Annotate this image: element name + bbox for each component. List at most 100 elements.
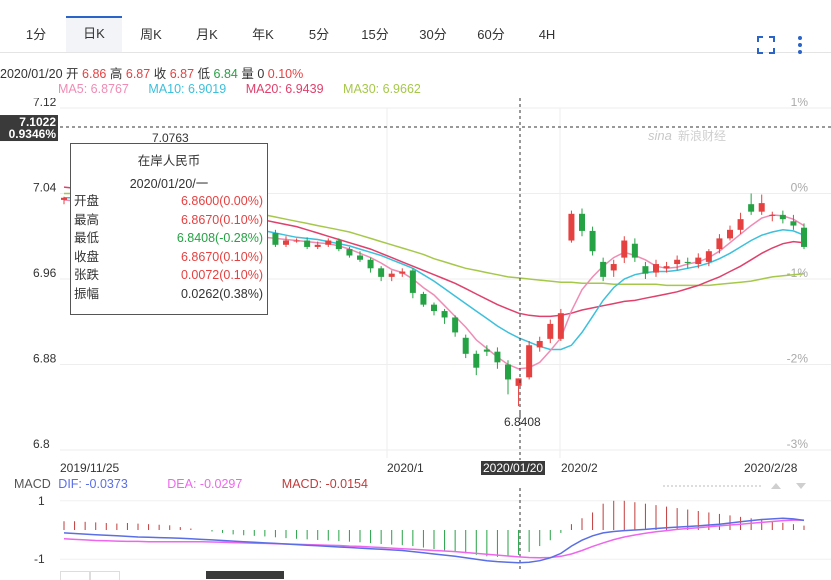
dea-line: [63, 519, 804, 559]
macd-legend: MACD DIF: -0.0373 DEA: -0.0297 MACD: -0.…: [14, 477, 368, 491]
tooltip-row-value: 6.8670(0.10%): [180, 212, 263, 227]
tab-daily-k[interactable]: 日K: [66, 16, 122, 52]
y-tick-label: 7.12: [33, 98, 57, 109]
ma20-legend: MA20: 6.9439: [245, 82, 324, 96]
tooltip-row-label: 振幅: [74, 286, 100, 301]
candle-body: [642, 266, 649, 274]
tab-yearly-k[interactable]: 年K: [252, 27, 274, 42]
tooltip-row-label: 最高: [74, 212, 100, 227]
volume-value: 0: [257, 67, 265, 81]
ohlc-info-line: 2020/01/20 开 6.86 高 6.87 收 6.87 低 6.84 量…: [0, 63, 303, 82]
candle-body: [325, 240, 332, 245]
candle-body: [314, 244, 321, 247]
high-value: 6.87: [125, 67, 151, 81]
candle-body: [568, 213, 575, 241]
bottom-range-bar[interactable]: [0, 571, 831, 580]
range-button[interactable]: [90, 571, 120, 580]
low-label: 低: [197, 67, 211, 81]
candle-body: [769, 214, 776, 216]
dif-value: DIF: -0.0373: [58, 477, 128, 491]
candle-body: [589, 230, 596, 252]
more-vertical-icon[interactable]: [795, 34, 805, 61]
candle-body: [399, 271, 406, 274]
macd-value: MACD: -0.0154: [281, 477, 368, 491]
tooltip-row-value: 6.8408(-0.28%): [176, 231, 263, 246]
x-label-cursor-date: 2020/01/20: [481, 461, 546, 475]
crosshair-price-label-bg: [0, 115, 58, 142]
macd-chart[interactable]: 1 -1: [0, 488, 831, 572]
max-price-label: 7.0763: [152, 131, 189, 145]
period-tab-bar: 1分 日K 周K 月K 年K 5分 15分 30分 60分 4H: [0, 14, 831, 54]
candle-body: [357, 255, 363, 260]
tab-4h[interactable]: 4H: [538, 27, 556, 42]
min-price-label: 6.8408: [504, 415, 541, 429]
y-tick-label-percent: 1%: [791, 98, 809, 109]
y-tick-label-percent: -1%: [787, 266, 809, 280]
y-tick-label: 6.96: [33, 266, 57, 280]
y-tick-label: 7.04: [33, 181, 57, 195]
candle-body: [621, 240, 628, 258]
macd-title: MACD: [14, 477, 51, 491]
range-slider-handle[interactable]: [206, 571, 284, 579]
volume-label: 量: [241, 67, 254, 81]
tooltip-row-label: 张跌: [74, 268, 100, 283]
info-date: 2020/01/20: [0, 67, 63, 81]
scroll-up-icon[interactable]: [771, 483, 781, 489]
low-value: 6.84: [213, 67, 238, 81]
tab-60min[interactable]: 60分: [477, 27, 505, 42]
close-label: 收: [153, 67, 167, 81]
close-value: 6.87: [169, 67, 195, 81]
watermark-text: 新浪财经: [678, 128, 726, 143]
candle-body: [779, 214, 786, 220]
candle-body: [505, 364, 511, 380]
data-tooltip: 在岸人民币 2020/01/20/一 开盘 6.8600(0.00%) 最高 6.86…: [70, 143, 268, 315]
candle-body: [441, 311, 448, 318]
ma30-legend: MA30: 6.9662: [343, 82, 421, 96]
candle-body: [557, 313, 564, 339]
ma5-legend: MA5: 6.8767: [58, 82, 129, 96]
open-label: 开: [66, 67, 79, 81]
tooltip-date: 2020/01/20/一: [129, 177, 209, 191]
tooltip-row-value: 0.0262(0.38%): [180, 286, 263, 301]
candle-body: [663, 266, 670, 269]
candle-body: [610, 264, 617, 271]
macd-scroll-controls[interactable]: [663, 481, 823, 491]
tab-1min[interactable]: 1分: [25, 27, 47, 42]
x-label-jan: 2020/1: [387, 461, 424, 475]
change-percent: 0.10%: [267, 67, 304, 81]
tooltip-row: 振幅 0.0262(0.38%): [71, 285, 267, 304]
tooltip-row-label: 开盘: [74, 194, 100, 208]
tooltip-row: 最低 6.8408(-0.28%): [71, 229, 267, 248]
candle-body: [473, 353, 480, 368]
x-label-end: 2020/2/28: [744, 461, 798, 475]
dea-value: DEA: -0.0297: [167, 477, 243, 491]
candle-body: [695, 257, 702, 265]
tab-weekly-k[interactable]: 周K: [140, 27, 162, 42]
tooltip-row: 收盘 6.8670(0.10%): [71, 248, 267, 267]
candle-body: [409, 270, 416, 293]
tab-5min[interactable]: 5分: [308, 27, 330, 42]
candle-body: [674, 259, 681, 265]
candle-body: [801, 227, 807, 247]
y-tick-label-percent: 0%: [791, 181, 809, 195]
candle-body: [790, 221, 797, 226]
scroll-down-icon[interactable]: [796, 483, 806, 489]
candle-body: [61, 197, 67, 200]
tab-monthly-k[interactable]: 月K: [196, 27, 218, 42]
tooltip-row: 最高 6.8670(0.10%): [71, 211, 267, 230]
fullscreen-icon[interactable]: [755, 34, 777, 61]
candle-body: [283, 240, 289, 245]
y-tick-label: 6.88: [33, 352, 57, 366]
candle-body: [515, 378, 522, 386]
ma10-legend: MA10: 6.9019: [148, 82, 227, 96]
x-label-feb: 2020/2: [561, 461, 598, 475]
crosshair-price-label: 7.1022: [19, 115, 56, 129]
tab-15min[interactable]: 15分: [361, 27, 389, 42]
range-button[interactable]: [60, 571, 90, 580]
candle-body: [653, 264, 659, 273]
candle-body: [431, 304, 437, 312]
candle-body: [388, 273, 395, 277]
tab-30min[interactable]: 30分: [419, 27, 447, 42]
ma-legend: MA5: 6.8767 MA10: 6.9019 MA20: 6.9439 MA…: [58, 82, 437, 96]
candle-body: [494, 351, 501, 363]
